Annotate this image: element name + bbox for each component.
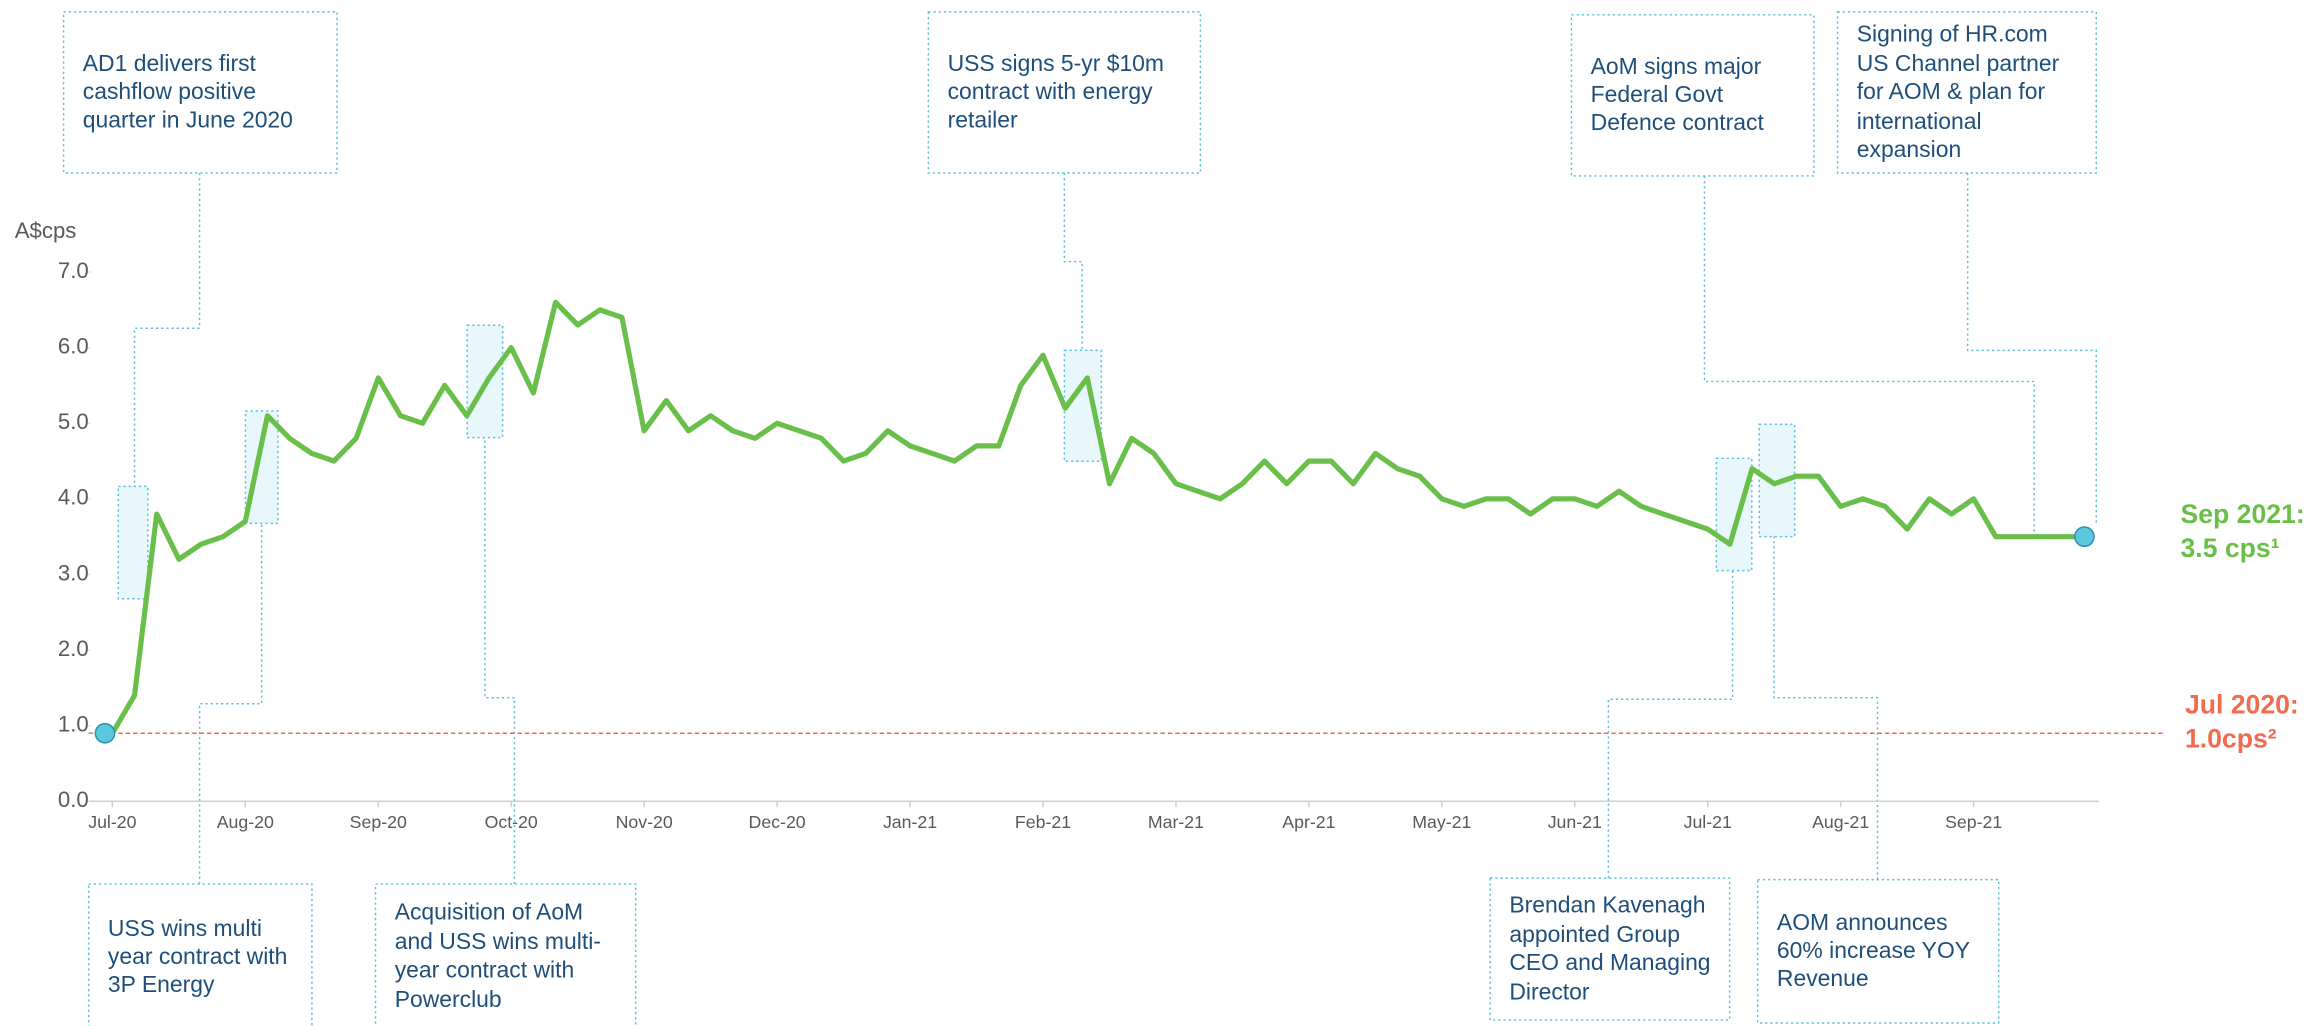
x-tick-label: Jul-20 — [88, 812, 136, 832]
x-tick-label: Oct-20 — [485, 812, 538, 832]
y-tick-label: 0.0 — [58, 787, 89, 812]
x-tick-label: Nov-20 — [616, 812, 673, 832]
annotation-text: for AOM & plan for — [1857, 78, 2046, 104]
y-tick-label: 1.0 — [58, 712, 89, 737]
annotation-text: 60% increase YOY — [1777, 937, 1970, 963]
connector — [1773, 536, 1879, 880]
annotation-box — [1570, 14, 1815, 177]
annotation-text: year contract with — [395, 956, 575, 982]
highlight — [1715, 457, 1753, 572]
connector — [133, 172, 201, 487]
reference-label: 1.0cps² — [2185, 724, 2277, 754]
annotation-text: Powerclub — [395, 986, 502, 1012]
end-marker — [2074, 526, 2095, 548]
y-tick-label: 5.0 — [58, 409, 89, 434]
y-tick-label: 2.0 — [58, 636, 89, 661]
annotation-text: USS signs 5-yr $10m — [948, 50, 1164, 76]
annotation-text: 3P Energy — [108, 971, 215, 997]
annotation-text: Brendan Kavenagh — [1509, 891, 1705, 917]
x-tick-label: Mar-21 — [1148, 812, 1204, 832]
end-label: 3.5 cps¹ — [2181, 533, 2280, 563]
y-tick-label: 3.0 — [58, 560, 89, 585]
x-tick-label: Apr-21 — [1282, 812, 1335, 832]
annotation-text: Defence contract — [1591, 109, 1765, 135]
annotation-box — [87, 883, 313, 1026]
annotation-text: US Channel partner — [1857, 50, 2060, 76]
x-tick-label: Dec-20 — [749, 812, 806, 832]
price-line — [110, 299, 2085, 735]
annotation-box — [1836, 11, 2097, 174]
annotation-text: Acquisition of AoM — [395, 899, 583, 925]
x-tick-label: Sep-20 — [350, 812, 407, 832]
annotation-box — [374, 883, 637, 1026]
annotation-text: AOM announces — [1777, 909, 1948, 935]
annotation-text: Federal Govt — [1591, 81, 1724, 107]
x-tick-label: Aug-21 — [1812, 812, 1869, 832]
annotation-box — [927, 11, 1202, 174]
y-axis-label: A$cps — [15, 218, 77, 243]
x-tick-label: May-21 — [1412, 812, 1471, 832]
highlight — [117, 485, 149, 600]
annotation-text: year contract with — [108, 943, 288, 969]
annotation-text: quarter in June 2020 — [83, 106, 293, 132]
annotation-text: AoM signs major — [1591, 53, 1762, 79]
connector — [484, 437, 516, 885]
annotation-text: Revenue — [1777, 965, 1869, 991]
reference-label: Jul 2020: — [2185, 690, 2299, 720]
annotation-text: and USS wins multi- — [395, 928, 601, 954]
y-tick-label: 4.0 — [58, 485, 89, 510]
x-tick-label: Jan-21 — [883, 812, 937, 832]
x-tick-label: Jul-21 — [1684, 812, 1732, 832]
connector — [1063, 172, 1083, 351]
annotation-text: Signing of HR.com — [1857, 21, 2048, 47]
end-marker — [94, 722, 116, 744]
connector — [1703, 175, 2035, 536]
connector — [198, 523, 263, 885]
annotation-text: contract with energy — [948, 78, 1154, 104]
end-label: Sep 2021: — [2181, 499, 2305, 529]
annotation-box — [1756, 878, 2000, 1024]
annotation-text: CEO and Managing — [1509, 949, 1710, 975]
y-tick-label: 7.0 — [58, 258, 89, 283]
annotation-text: expansion — [1857, 136, 1961, 162]
annotation-box — [1489, 877, 1731, 1021]
x-tick-label: Jun-21 — [1548, 812, 1602, 832]
annotation-text: cashflow positive — [83, 78, 256, 104]
annotation-text: appointed Group — [1509, 921, 1680, 947]
x-tick-label: Aug-20 — [217, 812, 274, 832]
x-tick-label: Sep-21 — [1945, 812, 2002, 832]
connector — [1966, 172, 2097, 525]
annotation-text: Director — [1509, 978, 1590, 1004]
y-tick-label: 6.0 — [58, 333, 89, 358]
annotation-text: AD1 delivers first — [83, 50, 257, 76]
annotation-text: USS wins multi — [108, 915, 262, 941]
annotation-text: international — [1857, 108, 1982, 134]
annotation-text: retailer — [948, 106, 1018, 132]
annotation-box — [62, 11, 338, 174]
x-tick-label: Feb-21 — [1015, 812, 1071, 832]
